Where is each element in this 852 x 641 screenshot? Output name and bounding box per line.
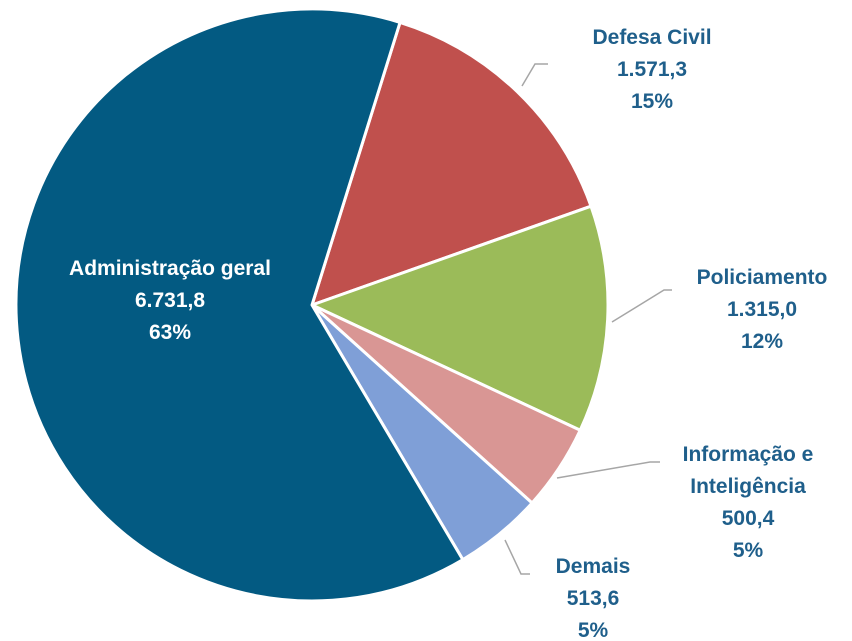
percent-label: 5% <box>732 539 764 562</box>
slice-label: Defesa Civil 1.571,3 15% <box>552 22 752 118</box>
category-label: Administração geral <box>69 257 271 280</box>
value-label: 6.731,8 <box>134 289 206 312</box>
slice-label: Informação e Inteligência 500,4 5% <box>658 439 838 567</box>
leader-line <box>556 461 660 479</box>
leader-line <box>521 63 548 87</box>
slice-label: Demais 513,6 5% <box>523 551 663 641</box>
percent-label: 63% <box>148 321 192 344</box>
category-label: Policiamento <box>696 266 828 289</box>
slice-label: Policiamento 1.315,0 12% <box>662 262 852 358</box>
pie-slice <box>14 7 465 603</box>
category-label: Informação e Inteligência <box>682 443 814 498</box>
category-label: Demais <box>555 555 631 578</box>
percent-label: 15% <box>630 90 674 113</box>
value-label: 1.571,3 <box>616 58 688 81</box>
value-label: 513,6 <box>566 587 620 610</box>
percent-label: 12% <box>740 330 784 353</box>
leader-line <box>611 289 672 323</box>
leader-lines <box>504 63 672 575</box>
pie-slice <box>310 204 610 432</box>
value-label: 1.315,0 <box>726 298 798 321</box>
percent-label: 5% <box>577 619 609 641</box>
leader-line <box>504 539 530 575</box>
pie-slice <box>310 20 593 307</box>
slice-label: Administração geral 6.731,8 63% <box>20 253 320 349</box>
category-label: Defesa Civil <box>592 26 712 49</box>
value-label: 500,4 <box>721 507 775 530</box>
